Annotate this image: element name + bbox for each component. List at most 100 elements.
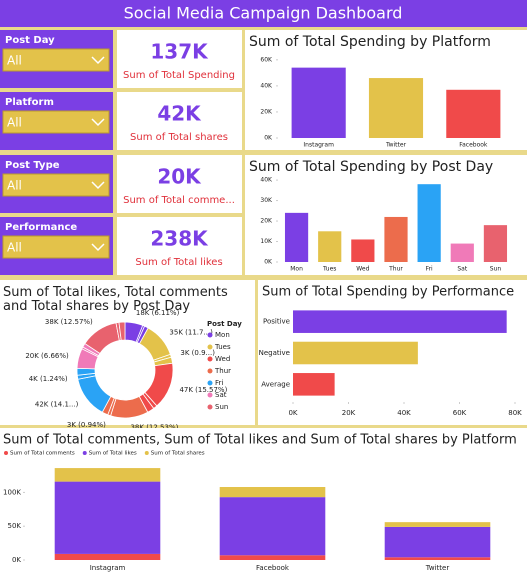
- chart-title: Sum of Total Spending by Post Day: [249, 159, 493, 175]
- y-tick-label: 100K: [3, 488, 21, 496]
- legend-swatch: [82, 451, 87, 455]
- slicer-label: Performance: [5, 222, 77, 233]
- slicer-selection: All: [7, 116, 22, 130]
- slicer-label: Post Day: [5, 35, 55, 46]
- legend-swatch: [207, 332, 213, 338]
- bar-segment: [384, 522, 491, 527]
- slicer-dropdown[interactable]: [2, 235, 110, 259]
- chart-title: Sum of Total comments, Sum of Total like…: [3, 433, 517, 448]
- card-label: Sum of Total comme...: [123, 195, 235, 206]
- x-tick-label: Mon: [290, 266, 303, 273]
- data-label: 47K (15.57%): [179, 386, 227, 394]
- data-label: 4K (1.24%): [29, 375, 68, 383]
- y-tick-label: 10K: [260, 238, 273, 245]
- x-tick-label: Instagram: [303, 142, 334, 149]
- data-label: 38K (12.53%): [130, 424, 178, 432]
- legend-label: Sum of Total comments: [10, 451, 75, 457]
- legend-title: Post Day: [207, 320, 242, 328]
- y-tick-label: 0K: [264, 259, 273, 266]
- slicer-dropdown[interactable]: [2, 48, 110, 72]
- data-label: 42K (14.1...): [35, 400, 79, 408]
- x-tick-label: 20K: [342, 409, 356, 417]
- legend-label: Sun: [215, 403, 228, 411]
- bar-segment: [54, 481, 161, 554]
- slicer-selection: All: [7, 241, 22, 255]
- data-label: 38K (12.57%): [45, 318, 93, 326]
- panel: [117, 92, 242, 150]
- legend-label: Fri: [215, 379, 223, 387]
- legend-label: Wed: [215, 355, 230, 363]
- chart-title: Sum of Total likes, Total comments and To…: [3, 285, 228, 314]
- chart-title: Sum of Total Spending by Performance: [262, 285, 514, 300]
- header-bar: [0, 0, 527, 27]
- legend-label: Sum of Total shares: [151, 451, 205, 457]
- bar: [384, 216, 408, 262]
- chart-title: Sum of Total Spending by Platform: [249, 34, 491, 50]
- x-tick-label: Twitter: [425, 564, 450, 572]
- y-tick-label: 60K: [260, 56, 273, 63]
- data-label: 35K (11.7...): [169, 329, 213, 337]
- bar: [291, 67, 346, 138]
- dropdown-chevron: [91, 56, 105, 65]
- y-tick-label: 20K: [260, 108, 273, 115]
- slicer-selection: All: [7, 179, 22, 193]
- dropdown-chevron: [91, 243, 105, 252]
- bar-segment: [54, 468, 161, 482]
- card-label: Sum of Total shares: [130, 132, 228, 143]
- y-tick-label: 50K: [8, 522, 22, 530]
- x-tick-label: Sat: [457, 266, 467, 273]
- legend-swatch: [207, 404, 213, 410]
- x-tick-label: Twitter: [385, 142, 407, 149]
- y-tick-label: 0K: [12, 556, 21, 564]
- y-tick-label: Negative: [259, 349, 290, 357]
- x-tick-label: 60K: [453, 409, 467, 417]
- bar: [293, 341, 418, 365]
- bar: [293, 373, 335, 396]
- x-tick-label: Facebook: [256, 564, 290, 572]
- donut-slice: [118, 321, 126, 341]
- x-tick-label: 0K: [288, 409, 297, 417]
- legend-swatch: [207, 344, 213, 350]
- panel: [117, 155, 242, 213]
- x-tick-label: Sun: [490, 266, 502, 273]
- bar: [483, 225, 508, 262]
- dropdown-chevron: [91, 181, 105, 190]
- x-tick-label: Tues: [322, 266, 336, 273]
- legend-swatch: [207, 392, 213, 398]
- card-value: 137K: [150, 40, 209, 64]
- bar-segment: [384, 526, 491, 558]
- panel: [117, 30, 242, 88]
- bar: [284, 212, 309, 262]
- card-value: 42K: [157, 102, 202, 126]
- x-tick-label: Fri: [426, 266, 433, 273]
- y-tick-label: 0K: [264, 135, 273, 142]
- bar: [351, 239, 375, 262]
- slicer-label: Platform: [5, 97, 54, 108]
- card-value: 238K: [150, 227, 209, 251]
- bar: [293, 310, 507, 333]
- y-tick-label: Average: [261, 380, 290, 388]
- dropdown-chevron: [91, 118, 105, 127]
- slicer-label: Post Type: [5, 160, 60, 171]
- bar-segment: [219, 487, 326, 498]
- x-tick-label: Facebook: [459, 142, 488, 149]
- card-label: Sum of Total likes: [135, 257, 222, 268]
- legend-swatch: [207, 356, 213, 362]
- slicer-dropdown[interactable]: [2, 173, 110, 197]
- slicer-dropdown[interactable]: [2, 110, 110, 134]
- x-tick-label: Wed: [356, 266, 369, 273]
- x-tick-label: Thur: [388, 266, 403, 273]
- x-tick-label: Instagram: [90, 564, 126, 572]
- data-label: 3K (0.9...): [180, 349, 215, 357]
- data-label: 3K (0.94%): [67, 421, 106, 429]
- card-label: Sum of Total Spending: [123, 70, 235, 81]
- y-tick-label: 40K: [260, 82, 273, 89]
- bar: [318, 231, 342, 262]
- bar: [446, 89, 501, 138]
- bar-segment: [384, 557, 491, 560]
- y-tick-label: 20K: [260, 218, 273, 225]
- bar: [368, 78, 424, 138]
- dashboard-title: Social Media Campaign Dashboard: [124, 4, 403, 23]
- legend-label: Thur: [214, 367, 231, 375]
